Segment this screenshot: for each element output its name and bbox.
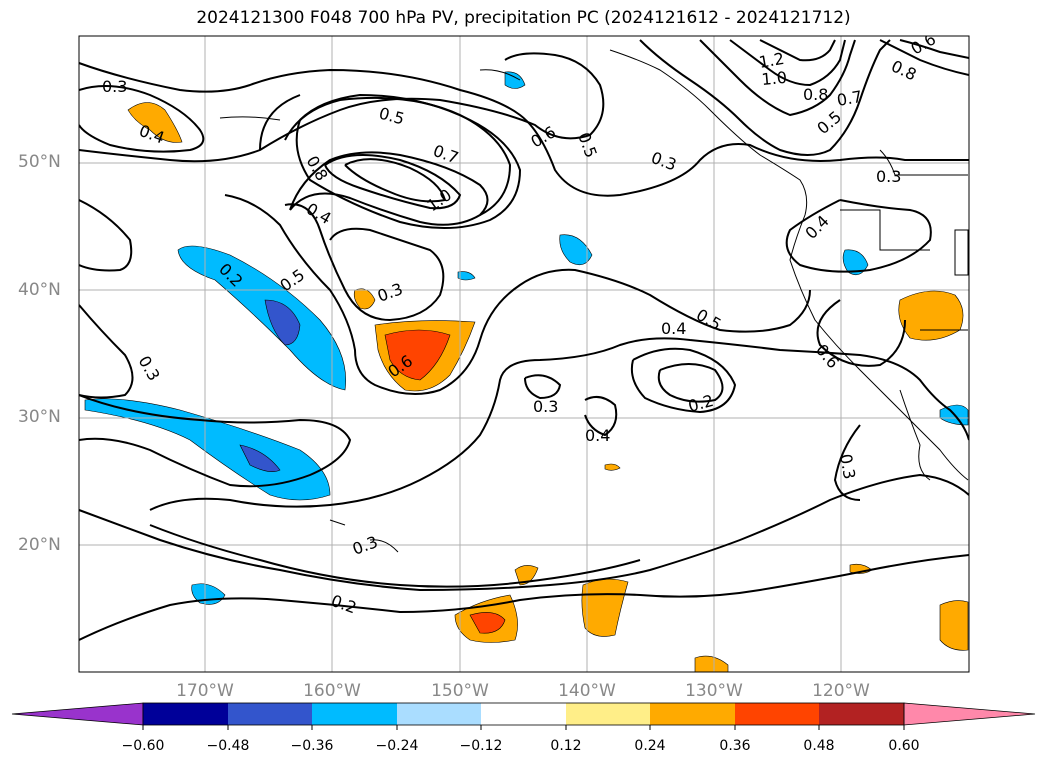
contour-label: 0.3 — [876, 167, 901, 186]
precip-area-pos — [514, 565, 539, 586]
precip-area-neg-core — [264, 299, 301, 346]
contour-label: 1.0 — [761, 68, 788, 89]
contour-label: 0.3 — [102, 77, 127, 96]
colorbar-tick: 0.36 — [719, 738, 751, 754]
contour-label: 0.3 — [533, 397, 558, 416]
precip-area-neg — [842, 249, 869, 276]
colorbar-segment — [397, 703, 481, 725]
contour-label: 0.7 — [835, 87, 863, 110]
colorbar-segment — [650, 703, 735, 725]
colorbar-segment — [819, 703, 904, 725]
lat-label: 40°N — [18, 280, 61, 300]
colorbar-tick: 0.48 — [803, 738, 835, 754]
contour-label: 0.3 — [836, 452, 859, 480]
precip-area-pos — [604, 463, 621, 471]
colorbar-tick: −0.12 — [459, 738, 503, 754]
colorbar-tick: −0.24 — [375, 738, 419, 754]
lon-label: 150°W — [431, 681, 489, 701]
lat-label: 20°N — [18, 535, 61, 555]
precip-area-pos — [939, 600, 969, 651]
precip-area-neg-core — [239, 444, 281, 472]
colorbar-tick: 0.60 — [888, 738, 920, 754]
colorbar-segment — [228, 703, 312, 725]
precip-area-pos-core — [469, 612, 506, 634]
contour-label: 0.4 — [585, 426, 610, 445]
lon-label: 160°W — [303, 681, 361, 701]
precip-area-neg — [457, 271, 476, 281]
contour-label: 1.2 — [757, 49, 785, 72]
colorbar-segment — [735, 703, 819, 725]
lon-label: 170°W — [176, 681, 234, 701]
lon-label: 140°W — [558, 681, 616, 701]
contour-label: 0.8 — [803, 85, 828, 104]
pv-contours — [79, 39, 969, 641]
colorbar-tick: −0.48 — [206, 738, 250, 754]
precip-area-neg — [504, 71, 526, 89]
coastlines — [219, 49, 969, 553]
colorbar-outline — [142, 702, 905, 726]
colorbar-tick: 0.24 — [634, 738, 666, 754]
colorbar-segment — [312, 703, 397, 725]
precip-area-neg — [84, 398, 331, 501]
lat-label: 30°N — [18, 407, 61, 427]
precip-area-neg — [177, 245, 346, 391]
colorbar-segment — [481, 703, 566, 725]
colorbar-segment — [143, 703, 228, 725]
map-title: 2024121300 F048 700 hPa PV, precipitatio… — [196, 8, 851, 28]
precip-area-neg — [559, 234, 593, 266]
lon-label: 130°W — [685, 681, 743, 701]
lat-label: 50°N — [18, 152, 61, 172]
precip-area-pos-core — [384, 329, 451, 381]
precip-fills — [84, 71, 969, 672]
map-frame — [78, 35, 970, 673]
colorbar-tick: −0.60 — [121, 738, 165, 754]
colorbar-tick: 0.12 — [550, 738, 582, 754]
colorbar-min-extend — [11, 702, 144, 726]
contour-label: 0.4 — [661, 319, 686, 338]
lon-label: 120°W — [812, 681, 870, 701]
precip-area-pos — [127, 102, 183, 143]
colorbar-segment — [566, 703, 650, 725]
precip-area-pos — [694, 655, 729, 672]
colorbar-tick: −0.36 — [290, 738, 334, 754]
colorbar-max-extend — [903, 702, 1036, 726]
